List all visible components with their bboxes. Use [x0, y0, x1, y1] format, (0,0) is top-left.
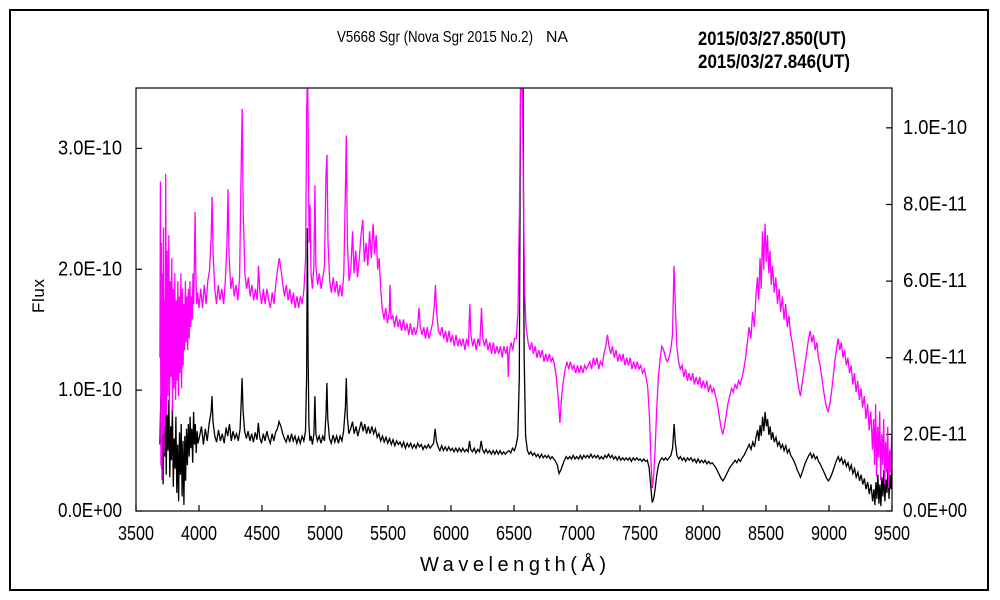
legend-date-black: 2015/03/27.850(UT)	[698, 29, 846, 50]
page-title-suffix: NA	[546, 29, 568, 46]
x-tick-label: 3500	[118, 523, 154, 545]
x-axis-tick-labels: 3500 4000 4500 5000 5500 6000 6500 7000 7500 8000…	[118, 523, 910, 545]
right-tick-label: 8.0E-11	[903, 193, 967, 215]
x-tick-label: 6000	[433, 523, 469, 545]
left-tick-label: 2.0E-10	[58, 258, 122, 280]
x-tick-label: 7500	[622, 523, 658, 545]
spectrum-black	[159, 88, 892, 507]
x-tick-label: 6500	[496, 523, 532, 545]
left-tick-label: 0.0E+00	[58, 500, 122, 522]
x-tick-label: 4000	[181, 523, 217, 545]
y-axis-title: Flux	[29, 279, 48, 314]
x-tick-label: 7000	[559, 523, 595, 545]
spectra	[159, 88, 892, 507]
window-border	[9, 9, 989, 591]
right-tick-label: 6.0E-11	[903, 270, 967, 292]
x-axis-title: Wavelength(Å)	[420, 553, 606, 576]
x-tick-label: 8500	[748, 523, 784, 545]
spectrum-magenta	[159, 88, 892, 489]
right-axis-tick-labels: 0.0E+00 2.0E-11 4.0E-11 6.0E-11 8.0E-11 1.0E-…	[903, 117, 967, 522]
left-axis-tick-labels: 0.0E+00 1.0E-10 2.0E-10 3.0E-10	[58, 137, 122, 522]
right-tick-label: 2.0E-11	[903, 423, 967, 445]
left-tick-label: 3.0E-10	[58, 137, 122, 159]
axis-ticks	[135, 127, 893, 512]
x-tick-label: 9500	[874, 523, 910, 545]
page-title: V5668 Sgr (Nova Sgr 2015 No.2)	[337, 29, 533, 46]
x-tick-label: 8000	[685, 523, 721, 545]
x-tick-label: 5000	[307, 523, 343, 545]
right-tick-label: 0.0E+00	[903, 500, 967, 522]
right-tick-label: 4.0E-11	[903, 347, 967, 369]
right-tick-label: 1.0E-10	[903, 117, 967, 139]
x-tick-label: 5500	[370, 523, 406, 545]
x-tick-label: 4500	[244, 523, 280, 545]
x-tick-label: 9000	[811, 523, 847, 545]
legend-date-magenta: 2015/03/27.846(UT)	[698, 52, 850, 73]
left-tick-label: 1.0E-10	[58, 379, 122, 401]
